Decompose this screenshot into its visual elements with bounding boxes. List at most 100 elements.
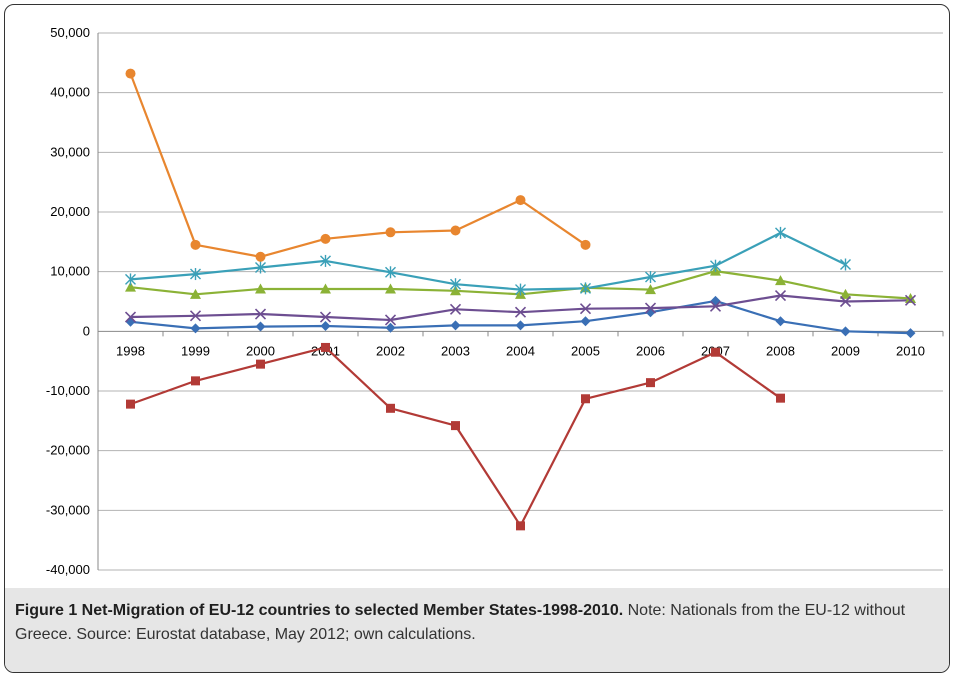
data-point-the-netherlands	[645, 271, 656, 284]
data-point-luxembourg-stroke	[254, 308, 267, 320]
data-point-the-netherlands	[255, 261, 266, 274]
data-point-the-netherlands	[320, 254, 331, 267]
y-tick-label: -30,000	[46, 502, 90, 517]
data-point-italy	[125, 281, 136, 292]
data-point-luxembourg	[579, 303, 592, 315]
y-axis-tick-labels: 50,000 40,000 30,000 20,000 10,000 0 -10,000 -2…	[46, 25, 90, 577]
data-point-denmark	[840, 326, 851, 337]
y-tick-label: -10,000	[46, 383, 90, 398]
series-line-germany	[130, 346, 782, 527]
data-point-italy	[450, 285, 461, 296]
data-point-denmark	[580, 316, 591, 327]
data-point-luxembourg-stroke	[124, 311, 137, 323]
data-point-luxembourg-stroke	[189, 310, 202, 322]
data-point-denmark	[125, 316, 136, 327]
data-point-germany	[711, 347, 720, 357]
data-point-germany	[646, 378, 655, 388]
data-point-united-kingdom	[385, 227, 396, 238]
y-tick-label: -40,000	[46, 562, 90, 577]
y-tick-label: 50,000	[50, 25, 90, 40]
series-line-the-netherlands	[130, 231, 846, 291]
data-point-luxembourg-stroke	[384, 314, 397, 326]
x-tick-label: 2010	[896, 343, 925, 358]
figure-caption: Figure 1 Net-Migration of EU-12 countrie…	[15, 599, 945, 647]
data-point-denmark	[775, 316, 786, 327]
x-tick-label: 2006	[636, 343, 665, 358]
y-tick-label: 40,000	[50, 85, 90, 100]
data-point-germany	[516, 521, 525, 531]
data-point-denmark	[450, 320, 461, 331]
data-point-luxembourg	[774, 289, 787, 302]
data-point-germany	[126, 399, 135, 409]
data-point-italy	[905, 293, 916, 304]
data-point-denmark	[515, 320, 526, 331]
data-point-the-netherlands	[450, 278, 461, 291]
data-point-luxembourg	[384, 314, 397, 326]
data-point-united-kingdom	[450, 225, 461, 236]
data-point-luxembourg-stroke	[904, 294, 917, 306]
x-tick-label: 2003	[441, 343, 470, 358]
caption-note: Note: Nationals from the EU-12 without G…	[15, 602, 906, 643]
data-point-luxembourg-stroke	[514, 306, 527, 318]
data-point-italy	[840, 288, 851, 299]
data-point-italy	[385, 283, 396, 294]
y-tick-label: 20,000	[50, 204, 90, 219]
x-axis-tick-labels: 1998199920002001200220032004200520062007…	[116, 343, 925, 358]
data-point-germany	[581, 394, 590, 404]
data-point-germany	[386, 403, 395, 413]
data-point-the-netherlands	[580, 282, 591, 295]
data-point-united-kingdom	[255, 251, 266, 262]
data-point-luxembourg-stroke	[449, 303, 462, 315]
data-point-luxembourg-stroke	[644, 302, 657, 314]
data-point-the-netherlands	[775, 226, 786, 239]
y-tick-label: 0	[83, 323, 90, 338]
data-point-the-netherlands	[840, 258, 851, 271]
data-point-united-kingdom	[125, 68, 136, 79]
data-point-italy	[255, 283, 266, 294]
data-point-germany	[776, 393, 785, 403]
x-tick-label: 2002	[376, 343, 405, 358]
data-point-united-kingdom	[320, 233, 331, 244]
y-tick-label: -20,000	[46, 443, 90, 458]
x-tick-label: 2004	[506, 343, 535, 358]
y-tick-label: 30,000	[50, 144, 90, 159]
series-markers	[124, 68, 917, 531]
data-point-the-netherlands	[190, 268, 201, 281]
x-tick-label: 1998	[116, 343, 145, 358]
series-line-united-kingdom	[129, 73, 587, 258]
caption-band	[5, 588, 949, 672]
data-point-denmark	[320, 320, 331, 331]
data-point-luxembourg-stroke	[774, 289, 787, 302]
data-point-luxembourg	[124, 311, 137, 323]
line-chart: 50,000 40,000 30,000 20,000 10,000 0 -10,000 -2…	[46, 25, 944, 577]
data-point-luxembourg	[189, 310, 202, 322]
data-point-germany	[256, 359, 265, 369]
data-point-united-kingdom	[190, 239, 201, 250]
data-point-denmark	[385, 322, 396, 333]
data-point-denmark	[905, 328, 916, 339]
series-lines	[129, 73, 911, 527]
series-line-luxembourg	[130, 294, 911, 322]
figure-frame: 50,000 40,000 30,000 20,000 10,000 0 -10,000 -2…	[4, 4, 950, 673]
x-tick-label: 2008	[766, 343, 795, 358]
x-tick-label: 2009	[831, 343, 860, 358]
data-point-germany	[451, 421, 460, 431]
data-point-italy	[645, 284, 656, 295]
data-point-the-netherlands	[385, 266, 396, 279]
data-point-luxembourg-stroke	[709, 300, 722, 312]
data-point-united-kingdom	[580, 239, 591, 250]
x-tick-label: 1999	[181, 343, 210, 358]
data-point-denmark	[255, 321, 266, 332]
data-point-italy	[190, 288, 201, 299]
data-point-italy	[320, 283, 331, 294]
data-point-luxembourg	[709, 300, 722, 312]
y-tick-label: 10,000	[50, 264, 90, 279]
data-point-the-netherlands	[515, 283, 526, 296]
x-tick-label: 2000	[246, 343, 275, 358]
data-point-luxembourg	[904, 294, 917, 306]
data-point-luxembourg	[514, 306, 527, 318]
data-point-the-netherlands	[125, 273, 136, 286]
data-point-denmark	[190, 323, 201, 334]
data-point-united-kingdom	[515, 195, 526, 206]
data-point-italy	[775, 275, 786, 286]
